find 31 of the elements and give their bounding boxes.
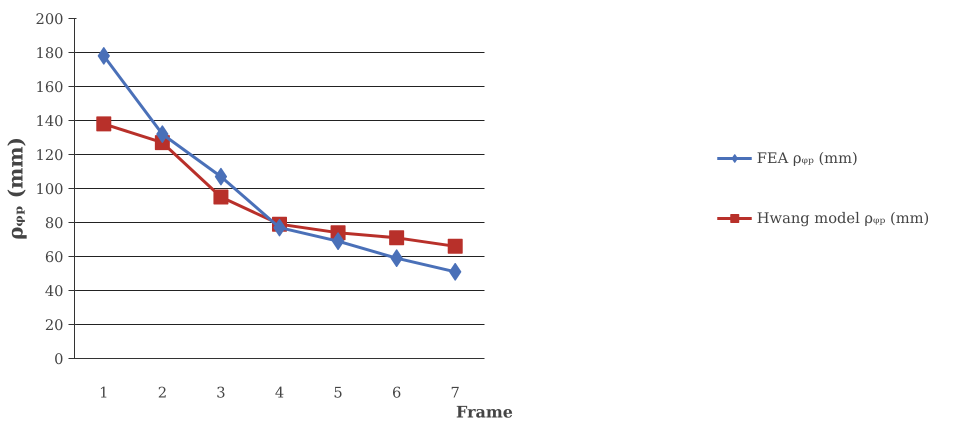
legend-label: FEA ρᵩₚ (mm) — [756, 150, 858, 166]
y-tick-label: 60 — [44, 249, 64, 266]
y-tick-label: 80 — [44, 215, 64, 232]
x-tick-label: 3 — [216, 384, 226, 402]
point — [389, 230, 404, 246]
y-tick-label: 160 — [36, 79, 64, 96]
point — [96, 116, 112, 132]
x-tick-label: 4 — [274, 384, 284, 402]
x-tick-label: 5 — [333, 384, 343, 402]
legend-label: Hwang model ρᵩₚ (mm) — [756, 210, 930, 226]
point — [213, 190, 228, 204]
y-axis-title: ρᵩₚ (mm) — [4, 137, 28, 240]
y-tick-label: 40 — [44, 283, 64, 300]
point — [448, 238, 463, 254]
y-tick-label: 120 — [36, 147, 64, 164]
point — [214, 168, 228, 186]
point — [273, 218, 286, 237]
y-tick-label: 100 — [36, 181, 64, 198]
x-tick-label: 1 — [99, 384, 108, 402]
y-tick-label: 20 — [44, 317, 64, 334]
x-tick-label: 2 — [158, 384, 168, 402]
point — [156, 125, 169, 144]
x-tick-label: 6 — [392, 384, 402, 402]
point — [332, 232, 344, 250]
x-tick-label: 7 — [450, 384, 460, 402]
point — [390, 249, 403, 268]
y-tick-label: 200 — [36, 11, 64, 28]
y-tick-label: 180 — [36, 45, 64, 62]
x-axis-title: Frame — [456, 402, 513, 422]
y-tick-label: 140 — [36, 113, 64, 130]
y-tick-label: 0 — [54, 351, 64, 368]
